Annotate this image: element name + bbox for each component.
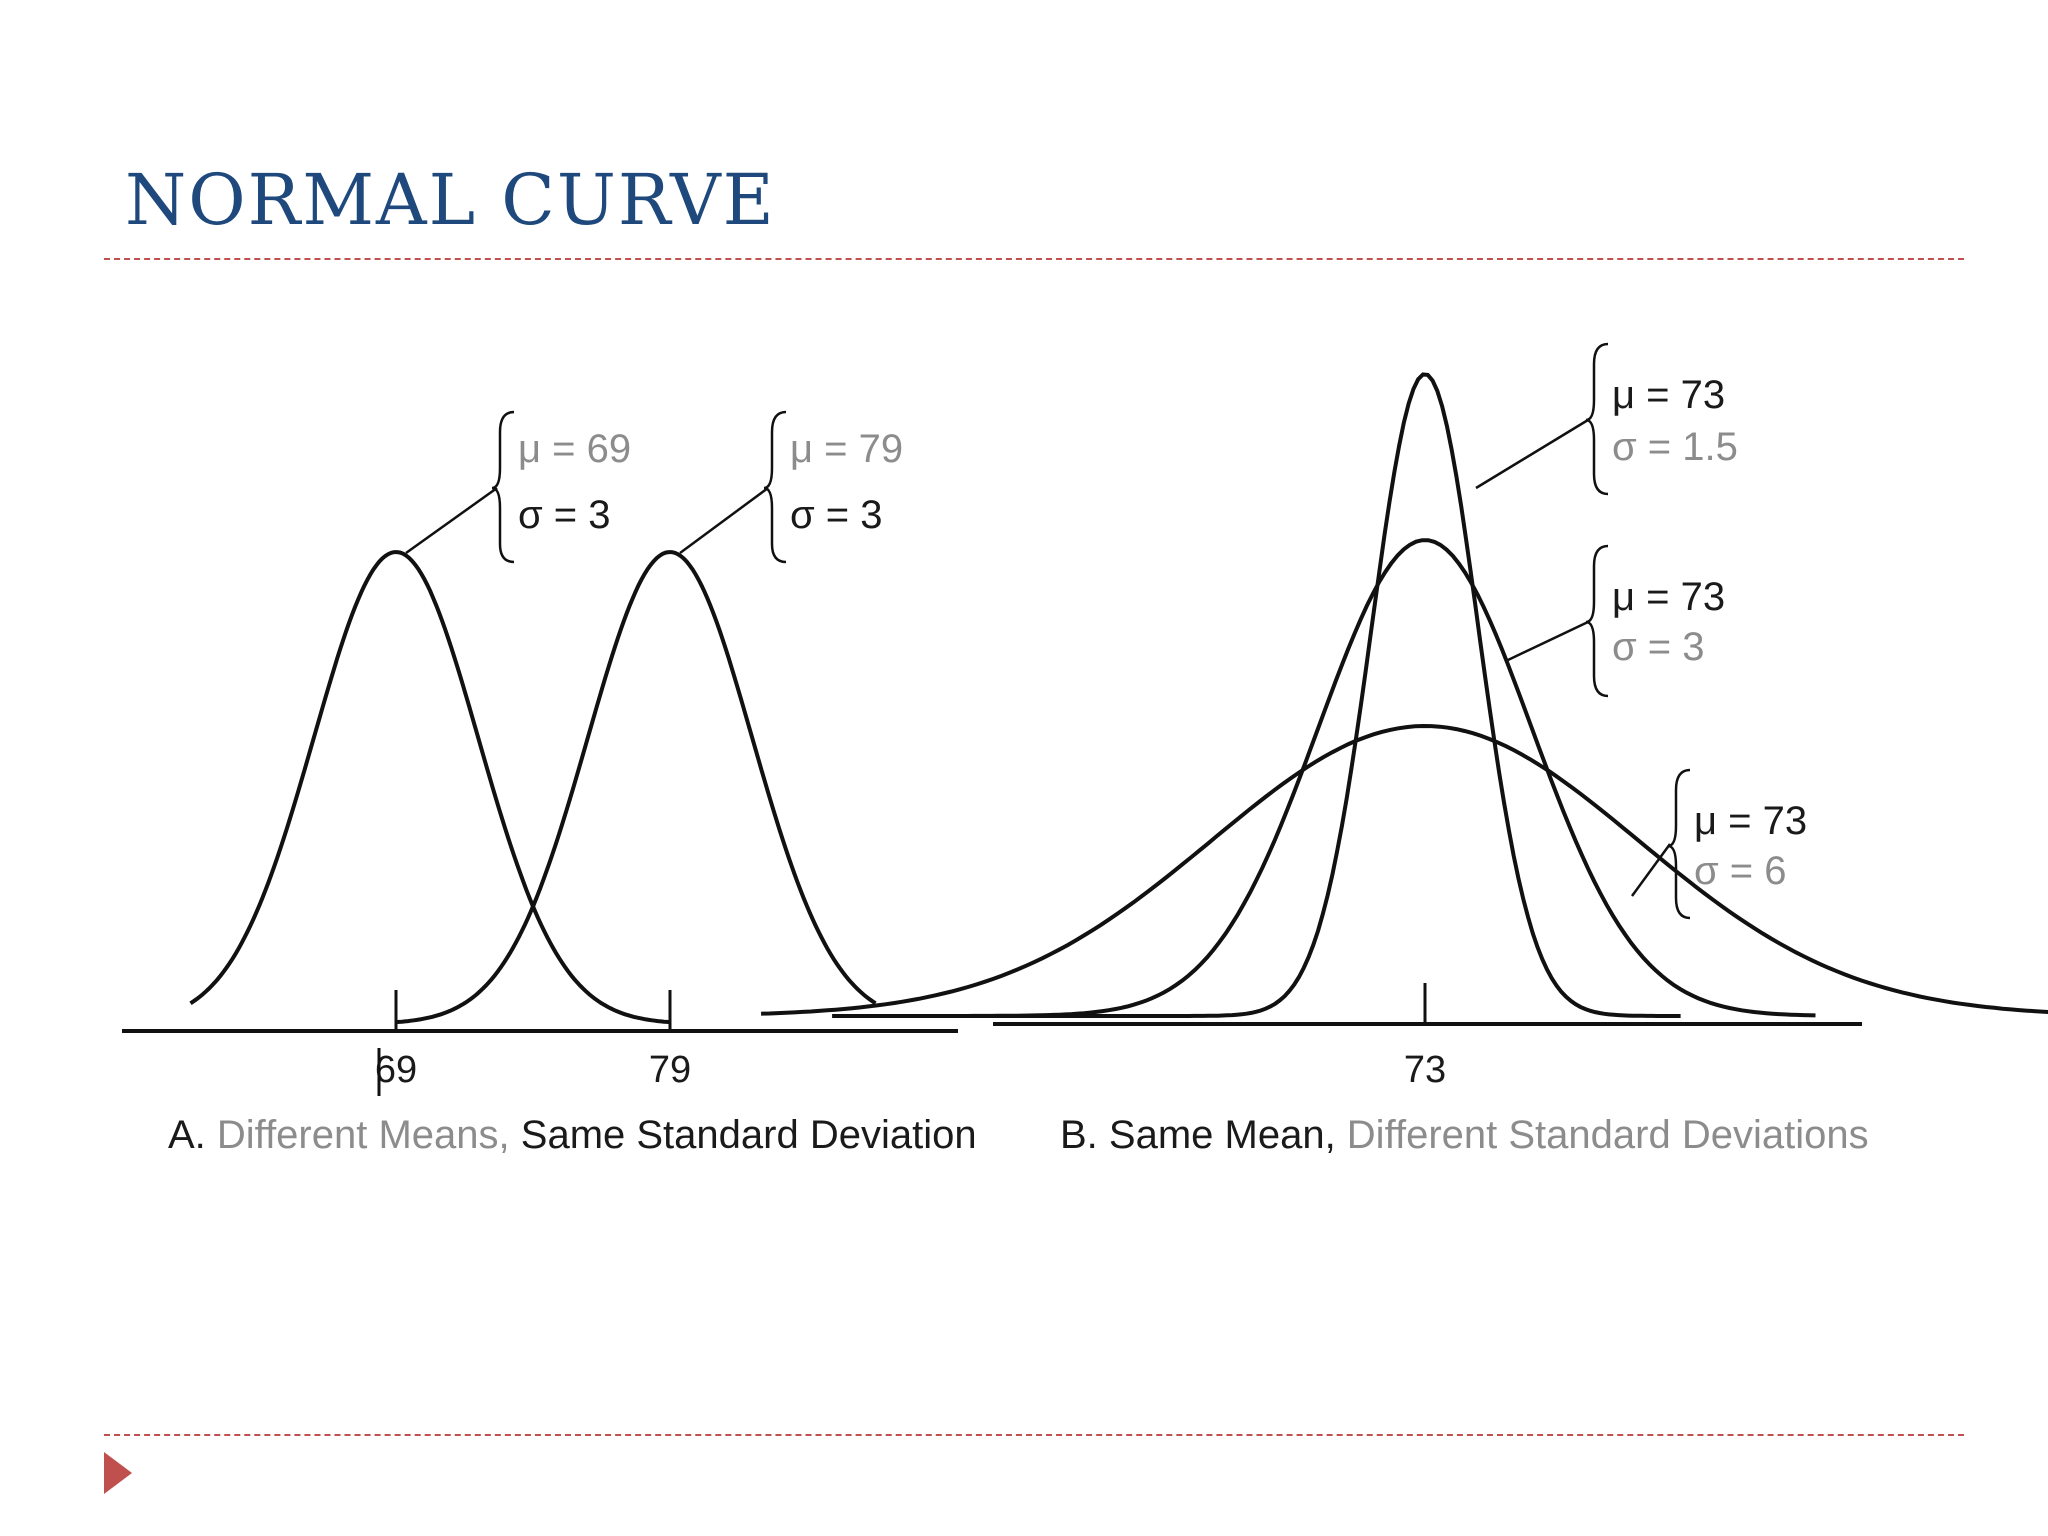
- panel-b-caption-highlight: Different Standard Deviations: [1347, 1113, 1869, 1157]
- panel-b-caption: B. Same Mean, Different Standard Deviati…: [1060, 1113, 1869, 1157]
- panel-b-curve-sigma6: [761, 723, 2048, 1016]
- panel-b-tick-label-73: 73: [1404, 1049, 1446, 1091]
- panel-b-leader-line-1: [1475, 418, 1589, 490]
- panel-b-mu-label-3: μ = 73: [1694, 799, 1807, 843]
- panel-b-sigma-label-1: σ = 1.5: [1612, 425, 1738, 469]
- panel-b-leader-line-3: [1630, 843, 1672, 897]
- panel-b-brace-2: [1585, 544, 1609, 698]
- top-divider: [104, 258, 1964, 260]
- panel-a: 69 79 μ = 69 σ = 3 μ = 79 σ = 3 A. Diffe…: [122, 410, 977, 1157]
- panel-a-curve-mu79: [395, 550, 877, 1025]
- panel-a-mu-label-1: μ = 69: [518, 427, 631, 471]
- panel-a-caption-rest: Same Standard Deviation: [521, 1113, 977, 1157]
- panel-b-curve-sigma3: [832, 538, 1816, 1018]
- panel-a-caption-prefix: A.: [168, 1113, 217, 1157]
- panel-b-sigma-label-2: σ = 3: [1612, 625, 1705, 669]
- panel-a-sigma-label-1: σ = 3: [518, 493, 611, 537]
- panel-b-caption-prefix: B. Same Mean,: [1060, 1113, 1347, 1157]
- panel-a-leader-line-1: [405, 486, 498, 555]
- panel-a-caption: A. Different Means, Same Standard Deviat…: [168, 1113, 977, 1157]
- panel-b-brace-1: [1585, 342, 1609, 496]
- panel-b-sigma-label-3: σ = 6: [1694, 849, 1787, 893]
- panel-a-mu-label-2: μ = 79: [790, 427, 903, 471]
- panel-a-tick-label-79: 79: [649, 1049, 691, 1091]
- panel-b-leader-line-2: [1507, 620, 1589, 662]
- panel-b: 73 μ = 73 σ = 1.5 μ = 73 σ = 3 μ = 73 σ …: [761, 342, 2048, 1157]
- panel-a-caption-highlight: Different Means,: [217, 1113, 521, 1157]
- panel-b-mu-label-1: μ = 73: [1612, 373, 1725, 417]
- panel-b-curve-sigma1-5: [917, 372, 1681, 1018]
- panel-b-brace-3: [1667, 768, 1691, 920]
- panel-a-leader-line-2: [679, 486, 769, 555]
- triangle-right-icon: [104, 1452, 132, 1494]
- panel-a-brace-2: [763, 410, 787, 564]
- panel-a-brace-1: [491, 410, 515, 564]
- panel-b-mu-label-2: μ = 73: [1612, 575, 1725, 619]
- panel-a-sigma-label-2: σ = 3: [790, 493, 883, 537]
- panel-a-tick-label-69: 69: [375, 1049, 417, 1091]
- bottom-divider: [104, 1434, 1964, 1436]
- slide-title: NORMAL CURVE: [125, 159, 776, 241]
- panel-a-curve-mu69: [189, 550, 671, 1025]
